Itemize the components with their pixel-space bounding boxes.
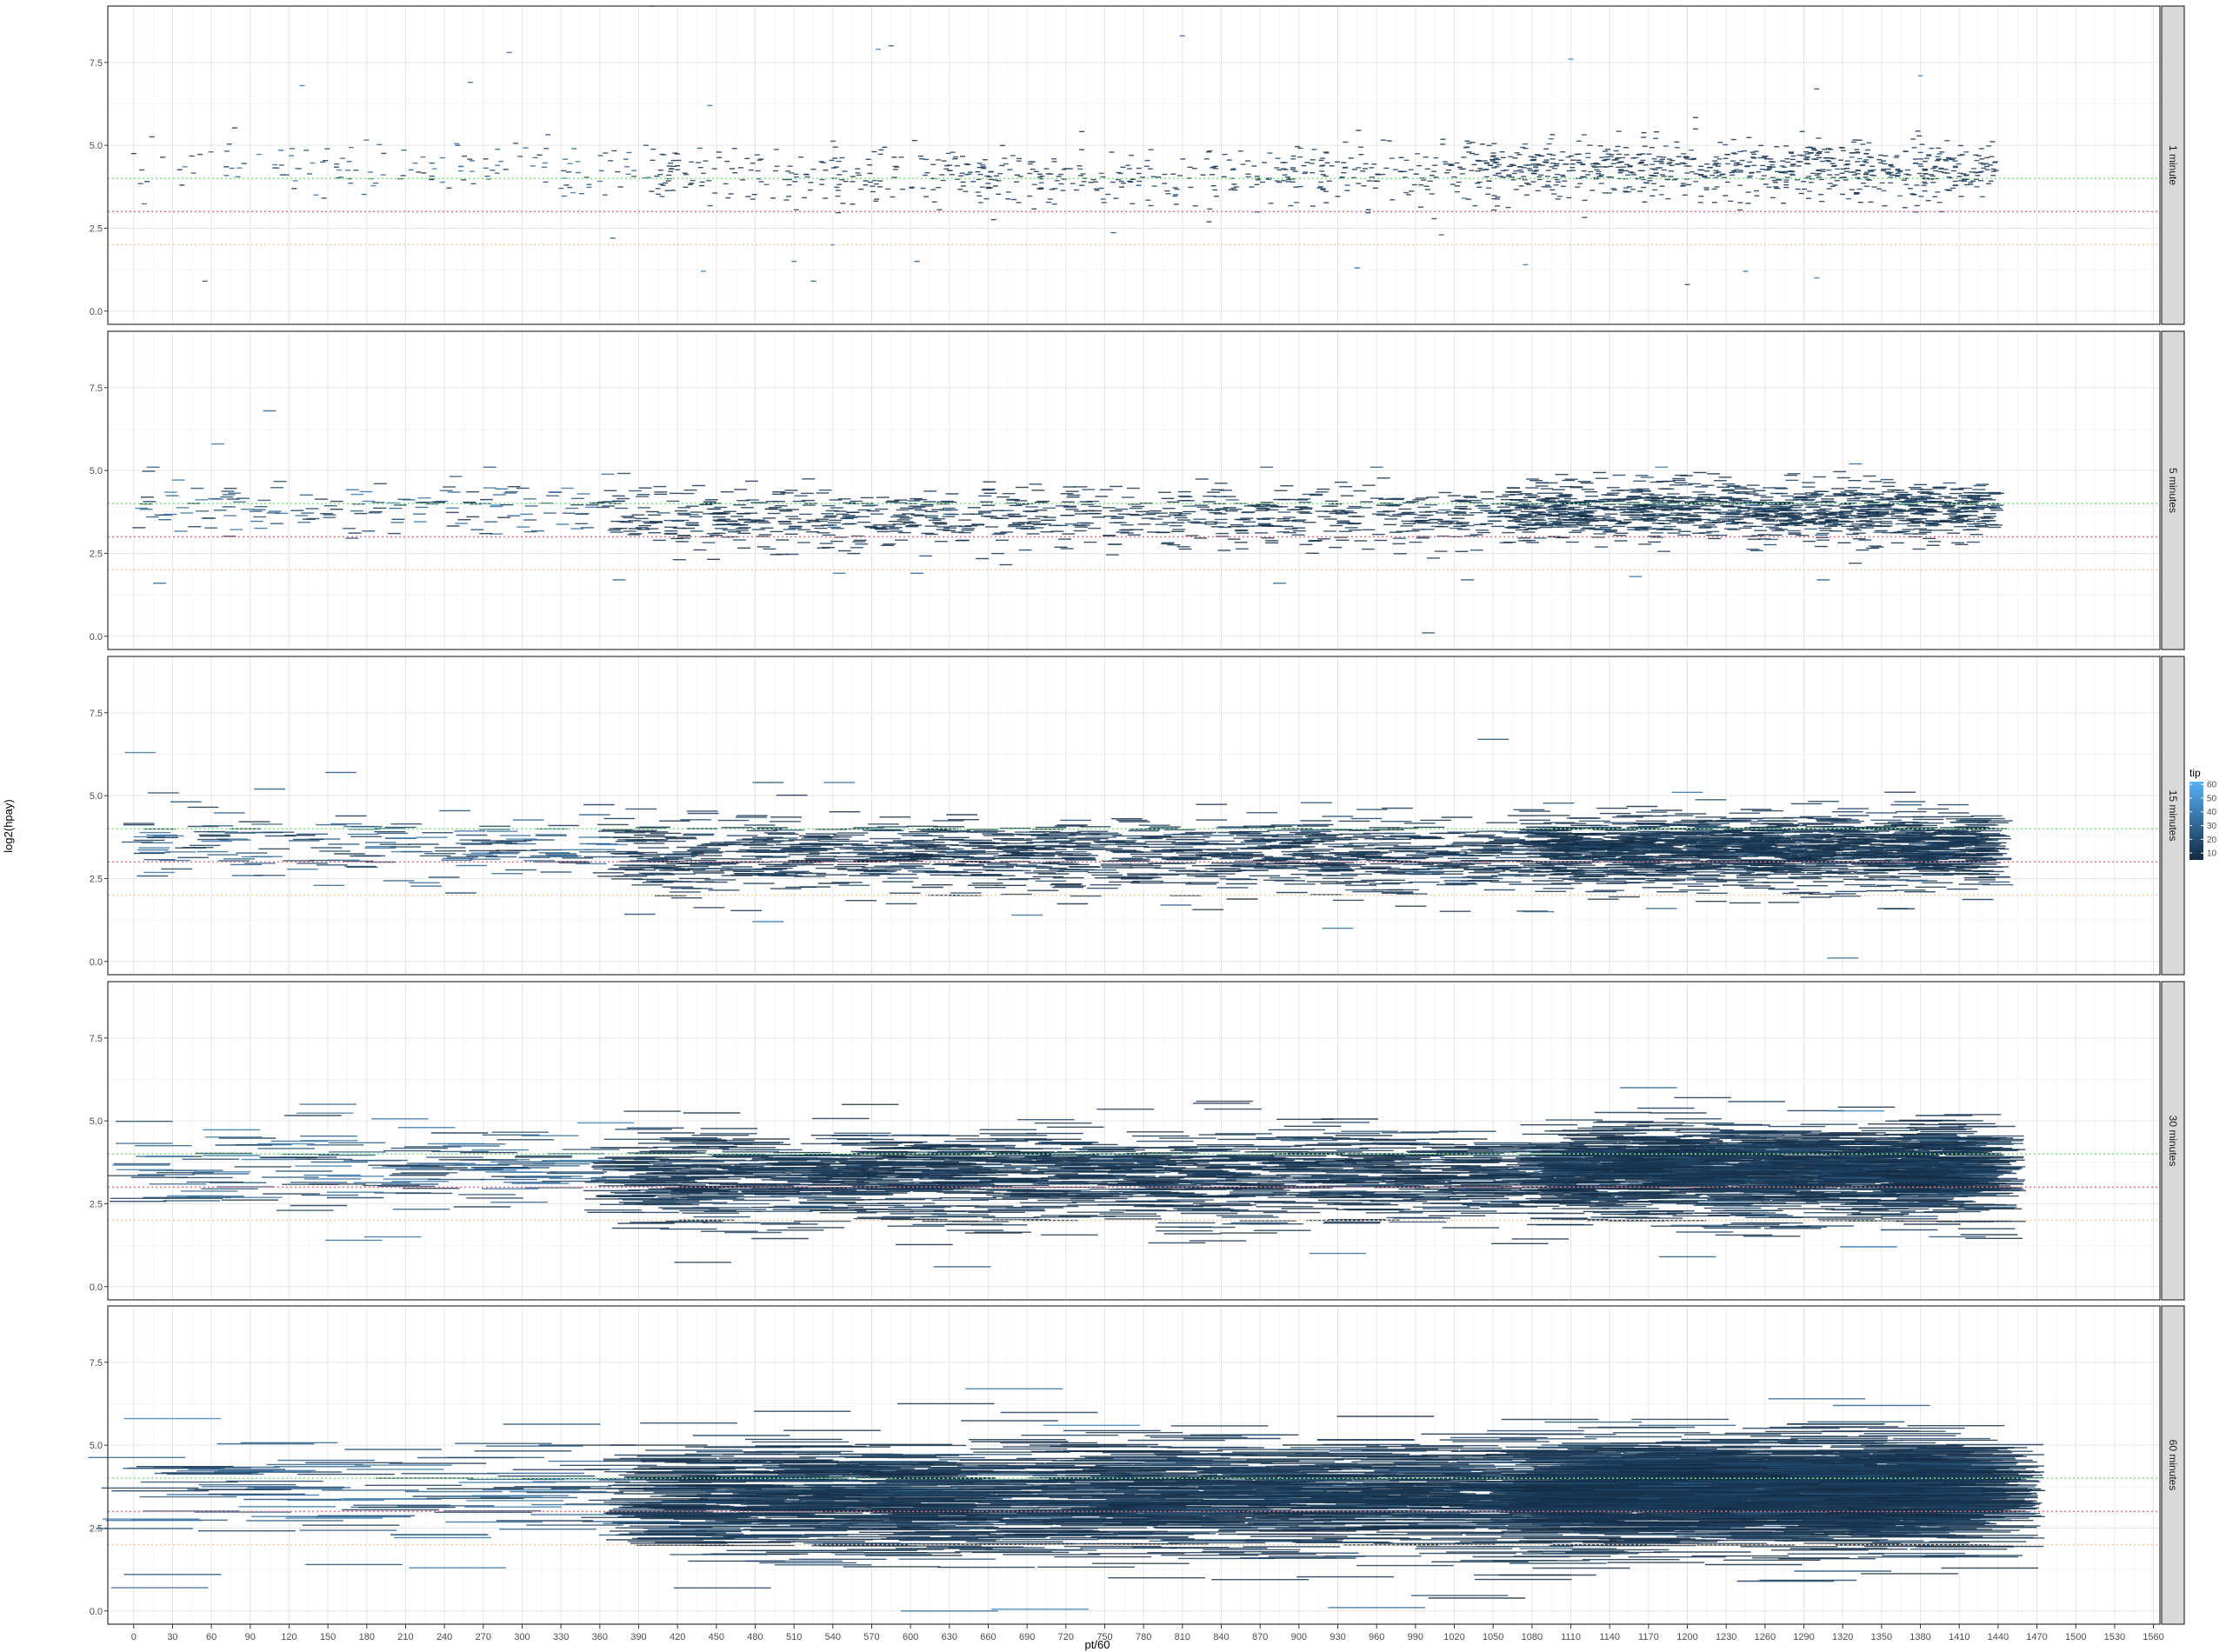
segment-layer bbox=[132, 410, 2004, 634]
segment-layer bbox=[130, 5, 1999, 285]
y-tick-label: 0.0 bbox=[90, 307, 103, 317]
y-tick-label: 2.5 bbox=[90, 874, 103, 884]
panel-background bbox=[108, 656, 2160, 975]
segment-layer bbox=[122, 738, 2014, 959]
y-tick-label: 2.5 bbox=[90, 549, 103, 559]
y-tick-label: 7.5 bbox=[90, 383, 103, 394]
facet-strip-label: 5 minutes bbox=[2167, 468, 2179, 513]
y-tick-label: 7.5 bbox=[90, 58, 103, 69]
y-tick-label: 7.5 bbox=[90, 709, 103, 719]
y-tick-label: 2.5 bbox=[90, 223, 103, 234]
y-tick-label: 0.0 bbox=[90, 957, 103, 968]
facet-strip-label: 1 minute bbox=[2167, 145, 2179, 185]
facet-panel: 0.0 2.5 5.0 7.5 1 minute bbox=[90, 5, 2185, 325]
y-tick-label: 5.0 bbox=[90, 466, 103, 476]
y-tick-label: 5.0 bbox=[90, 141, 103, 151]
panel-background bbox=[108, 6, 2160, 324]
panel-border bbox=[107, 330, 2161, 650]
facets: 0.0 2.5 5.0 7.5 1 minute 0.0 2.5 5.0 7.5 5 minute… bbox=[88, 5, 2185, 1625]
facet-panel: 0.0 2.5 5.0 7.5 5 minutes bbox=[90, 330, 2185, 650]
y-tick-label: 5.0 bbox=[90, 791, 103, 802]
facet-strip bbox=[2161, 5, 2185, 325]
panel-border bbox=[107, 5, 2161, 325]
y-tick-label: 0.0 bbox=[90, 632, 103, 643]
facet-strip bbox=[2161, 330, 2185, 650]
facet-panel: 0.02.55.07.515 minutes bbox=[90, 656, 2185, 976]
